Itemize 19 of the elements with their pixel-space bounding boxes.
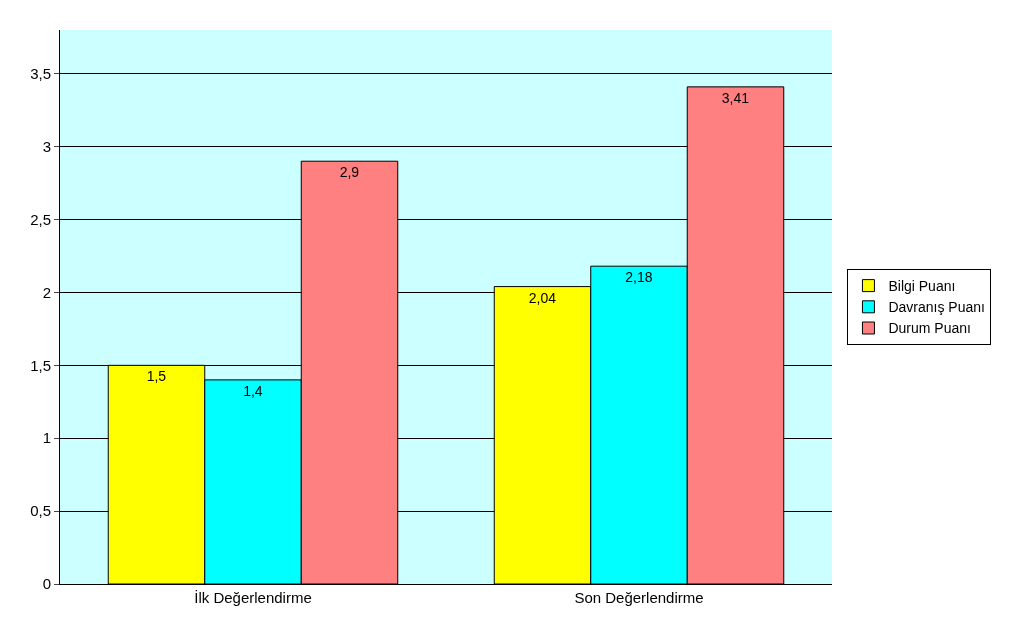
x-tick-label: İlk Değerlendirme [194, 589, 312, 606]
legend-label: Bilgi Puanı [888, 278, 956, 295]
data-label: 1,4 [243, 382, 263, 399]
data-label: 2,9 [339, 164, 360, 181]
y-tick-label: 1,5 [30, 356, 51, 374]
x-tick-label: Son Değerlendirme [574, 589, 704, 606]
data-label: 2,04 [528, 289, 557, 306]
legend-label: Durum Puanı [888, 320, 971, 337]
y-tick-label: 0 [42, 575, 51, 593]
data-label: 2,18 [625, 269, 653, 286]
y-tick-label: 3,5 [30, 64, 51, 82]
y-tick-label: 2 [42, 283, 51, 301]
y-tick-label: 2,5 [30, 210, 51, 228]
data-label: 3,41 [721, 89, 750, 106]
data-label: 1,5 [146, 368, 167, 385]
y-tick-label: 0,5 [30, 502, 51, 520]
legend-label: Davranış Puanı [888, 299, 985, 316]
y-tick-label: 3 [42, 137, 51, 155]
y-tick-label: 1 [42, 429, 51, 447]
